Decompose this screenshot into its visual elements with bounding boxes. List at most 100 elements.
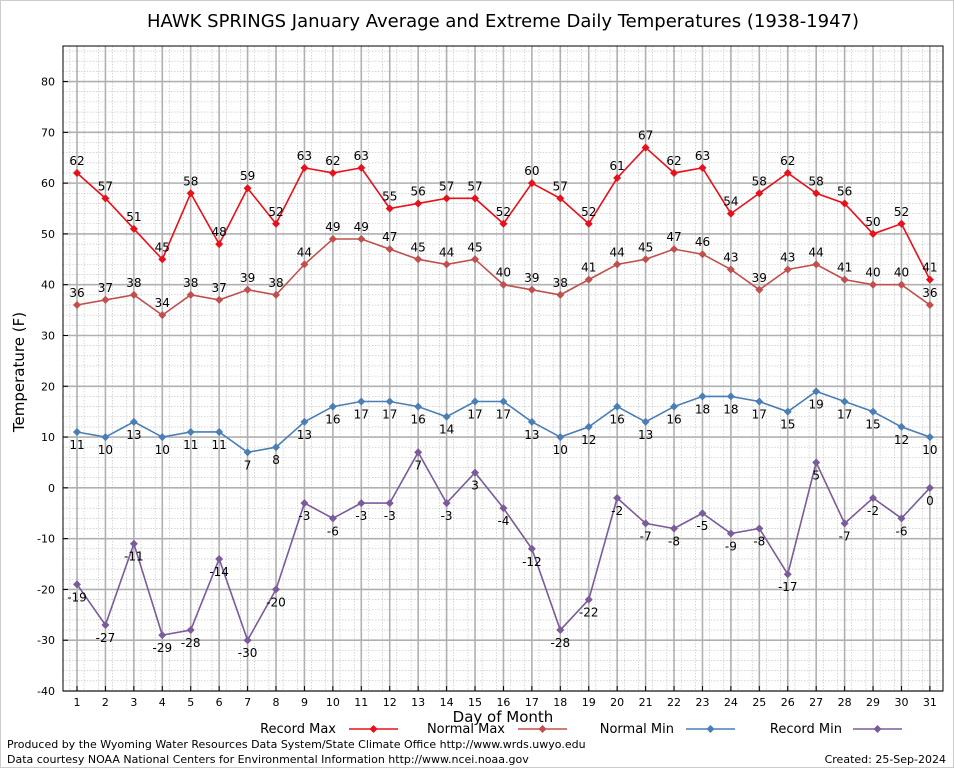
data-label: -29 bbox=[152, 641, 172, 655]
data-label: 63 bbox=[297, 149, 312, 163]
data-point bbox=[215, 427, 224, 436]
data-label: 17 bbox=[837, 408, 852, 422]
data-label: 57 bbox=[98, 179, 113, 193]
data-label: 11 bbox=[183, 438, 198, 452]
data-label: -5 bbox=[696, 519, 708, 533]
y-tick-label: -40 bbox=[37, 685, 55, 698]
x-tick-label: 17 bbox=[525, 696, 539, 709]
data-point bbox=[385, 204, 394, 213]
data-point bbox=[442, 412, 451, 421]
data-point bbox=[670, 245, 679, 254]
data-label: 37 bbox=[98, 281, 113, 295]
data-label: 57 bbox=[553, 179, 568, 193]
x-tick-label: 3 bbox=[130, 696, 137, 709]
series-record-max: 62 57 51 45 58 48 59 52 63 62 63 55 56 57 57 52 60 57 52 61… bbox=[69, 129, 938, 284]
data-label: -28 bbox=[181, 636, 201, 650]
x-tick-label: 1 bbox=[74, 696, 81, 709]
data-label: 47 bbox=[382, 230, 397, 244]
data-point bbox=[584, 422, 593, 431]
data-label: 59 bbox=[240, 169, 255, 183]
data-point bbox=[840, 199, 849, 208]
data-point bbox=[414, 199, 423, 208]
data-point bbox=[499, 219, 508, 228]
x-tick-label: 16 bbox=[496, 696, 510, 709]
data-point bbox=[186, 427, 195, 436]
x-tick-label: 22 bbox=[667, 696, 681, 709]
data-label: 44 bbox=[439, 245, 454, 259]
data-label: -3 bbox=[441, 509, 453, 523]
data-point bbox=[840, 397, 849, 406]
data-label: 48 bbox=[212, 225, 227, 239]
data-point bbox=[442, 499, 451, 508]
x-tick-label: 12 bbox=[383, 696, 397, 709]
legend: Record Max Normal Max Normal Min Record Min bbox=[260, 722, 902, 737]
data-point bbox=[556, 194, 565, 203]
data-label: 11 bbox=[69, 438, 84, 452]
series-normal-min: 11 10 13 10 11 11 7 8 13 16 17 17 16 14 17 17 13 10 12 16 13… bbox=[69, 387, 938, 472]
x-tick-label: 21 bbox=[639, 696, 653, 709]
data-point bbox=[101, 194, 110, 203]
data-point bbox=[812, 189, 821, 198]
data-label: -6 bbox=[895, 524, 907, 538]
data-label: 17 bbox=[354, 408, 369, 422]
data-label: 40 bbox=[496, 266, 511, 280]
data-label: 34 bbox=[155, 296, 170, 310]
data-point bbox=[641, 417, 650, 426]
y-tick-label: 70 bbox=[41, 126, 55, 139]
data-label: 44 bbox=[297, 245, 312, 259]
data-label: 45 bbox=[411, 240, 426, 254]
major-grid bbox=[63, 46, 943, 692]
data-point bbox=[869, 280, 878, 289]
data-point bbox=[129, 224, 138, 233]
data-label: -12 bbox=[522, 555, 542, 569]
data-label: 62 bbox=[325, 154, 340, 168]
data-point bbox=[641, 519, 650, 528]
data-point bbox=[414, 448, 423, 457]
data-label: 39 bbox=[524, 271, 539, 285]
data-label: 50 bbox=[865, 215, 880, 229]
data-point bbox=[670, 402, 679, 411]
legend-label: Record Max bbox=[260, 722, 336, 737]
data-point bbox=[129, 417, 138, 426]
y-tick-label: 50 bbox=[41, 228, 55, 241]
legend-label: Record Min bbox=[770, 722, 842, 737]
data-label: -11 bbox=[124, 550, 144, 564]
data-point bbox=[527, 285, 536, 294]
data-point bbox=[215, 240, 224, 249]
data-point bbox=[840, 519, 849, 528]
legend-label: Normal Min bbox=[600, 722, 674, 737]
data-label: 49 bbox=[325, 220, 340, 234]
x-tick-label: 19 bbox=[582, 696, 596, 709]
data-label: 18 bbox=[695, 402, 710, 416]
legend-marker bbox=[706, 725, 715, 733]
x-tick-label: 8 bbox=[273, 696, 280, 709]
x-tick-label: 30 bbox=[894, 696, 908, 709]
data-point bbox=[101, 433, 110, 442]
data-label: 52 bbox=[581, 205, 596, 219]
data-label: -22 bbox=[579, 606, 599, 620]
data-point bbox=[925, 275, 934, 284]
data-point bbox=[755, 285, 764, 294]
legend-marker bbox=[873, 725, 882, 733]
y-tick-label: 20 bbox=[41, 380, 55, 393]
y-axis-label: Temperature (F) bbox=[10, 312, 28, 433]
data-point bbox=[300, 417, 309, 426]
data-label: 62 bbox=[780, 154, 795, 168]
data-label: 36 bbox=[922, 286, 937, 300]
data-point bbox=[414, 255, 423, 264]
data-point bbox=[357, 397, 366, 406]
data-label: 17 bbox=[752, 408, 767, 422]
data-point bbox=[641, 143, 650, 152]
data-label: 38 bbox=[553, 276, 568, 290]
data-label: -6 bbox=[327, 524, 339, 538]
data-label: 61 bbox=[610, 159, 625, 173]
data-point bbox=[869, 494, 878, 503]
data-label: 12 bbox=[581, 433, 596, 447]
data-point bbox=[499, 504, 508, 513]
data-point bbox=[272, 290, 281, 299]
legend-item: Normal Max bbox=[427, 722, 567, 737]
data-label: 14 bbox=[439, 423, 454, 437]
x-tick-label: 29 bbox=[866, 696, 880, 709]
